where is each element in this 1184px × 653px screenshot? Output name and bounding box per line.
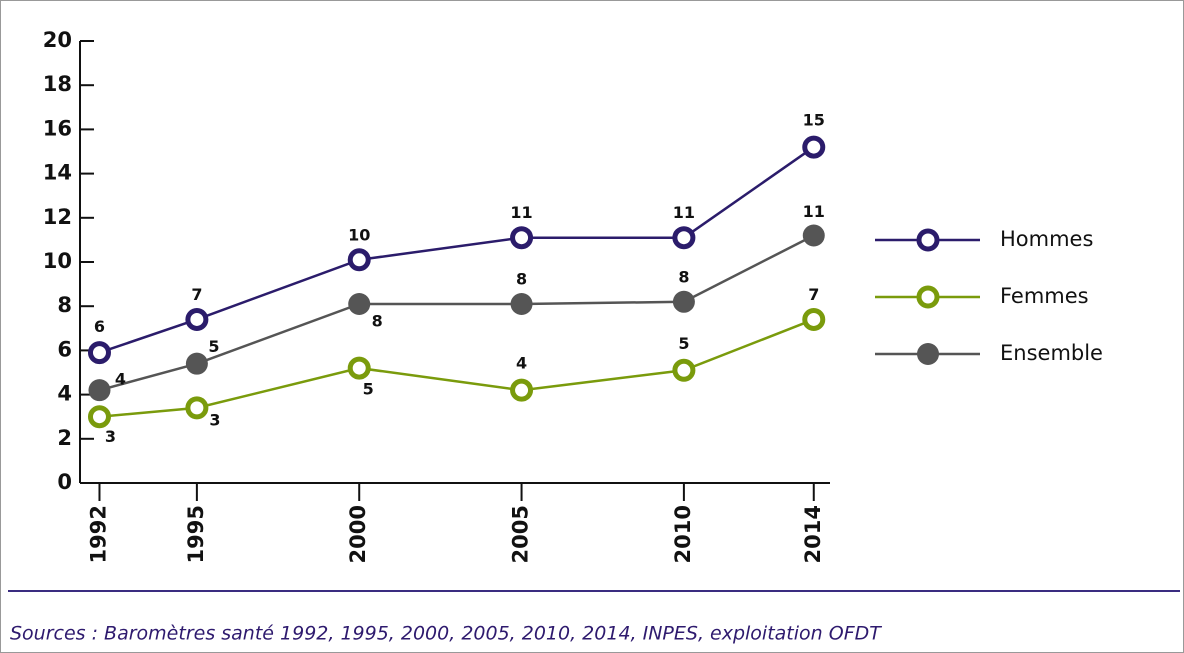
marker [802,224,825,247]
data-label: 4 [516,354,527,373]
y-tick-label: 18 [43,72,72,96]
y-tick-label: 0 [57,470,72,494]
legend-marker [916,228,940,252]
marker [802,135,826,159]
legend-marker [916,285,940,309]
data-label: 5 [678,334,689,353]
data-label: 8 [516,269,527,288]
data-label: 8 [372,311,383,330]
data-label: 3 [209,410,220,429]
marker [348,292,371,315]
y-tick-label: 20 [43,28,72,52]
y-tick-label: 12 [43,205,72,229]
data-label: 11 [673,203,695,222]
y-tick-label: 4 [57,382,72,406]
data-label: 4 [115,370,126,389]
y-tick-label: 10 [43,249,72,273]
marker [672,290,695,313]
data-label: 5 [363,380,374,399]
legend-label: Hommes [1000,227,1093,251]
x-tick-label: 1995 [184,505,208,563]
legend-label: Ensemble [1000,341,1103,365]
marker [88,379,111,402]
marker [185,396,209,420]
data-label: 5 [208,337,219,356]
data-label: 8 [678,267,689,286]
data-label: 3 [105,427,116,446]
marker [87,405,111,429]
y-tick-label: 6 [57,337,72,361]
y-tick-label: 16 [43,116,72,140]
marker [347,248,371,272]
marker [510,226,534,250]
marker [510,378,534,402]
data-label: 15 [803,111,825,130]
data-label: 10 [348,225,370,244]
y-tick-label: 2 [57,426,72,450]
marker [87,341,111,365]
marker [347,356,371,380]
legend-marker [917,343,939,365]
marker [672,358,696,382]
marker [510,292,533,315]
data-label: 7 [191,285,202,304]
series-line [99,234,815,392]
data-label: 11 [803,202,825,221]
data-label: 11 [510,203,532,222]
marker [185,352,208,375]
x-tick-label: 2000 [346,505,370,563]
marker [802,307,826,331]
y-tick-label: 8 [57,293,72,317]
x-tick-label: 2010 [671,505,695,563]
source: Sources : Baromètres santé 1992, 1995, 2… [10,623,882,645]
series-line [99,318,815,418]
x-tick-label: 2005 [509,505,533,563]
x-tick-label: 2014 [801,505,825,563]
data-label: 6 [94,317,105,336]
x-tick-label: 1992 [86,505,110,563]
series-line [99,146,815,354]
marker [672,226,696,250]
legend-label: Femmes [1000,284,1089,308]
marker [185,307,209,331]
data-label: 7 [808,285,819,304]
y-tick-label: 14 [43,161,72,185]
